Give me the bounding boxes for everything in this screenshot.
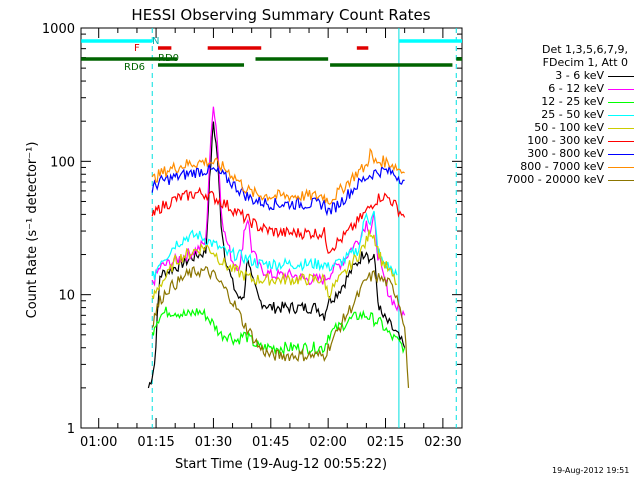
series-line-2 bbox=[151, 306, 406, 356]
legend-swatch bbox=[608, 141, 634, 142]
y-tick-label: 1 bbox=[67, 422, 75, 437]
flag-label-rd6: RD6 bbox=[124, 62, 145, 73]
legend-swatch bbox=[608, 102, 634, 103]
series-line-3 bbox=[151, 210, 398, 280]
legend-header-decimation: FDecim 1, Att 0 bbox=[542, 56, 628, 69]
legend-label: 3 - 6 keV bbox=[555, 69, 604, 82]
series-line-5 bbox=[151, 186, 406, 254]
flag-label-rd0: RD0 bbox=[158, 53, 179, 64]
x-tick-label: 01:15 bbox=[137, 435, 174, 450]
x-tick-label: 01:45 bbox=[252, 435, 289, 450]
legend-entry: 7000 - 20000 keV bbox=[486, 173, 636, 186]
legend-label: 12 - 25 keV bbox=[541, 95, 604, 108]
legend-swatch bbox=[608, 89, 634, 90]
legend-label: 100 - 300 keV bbox=[527, 134, 604, 147]
legend-label: 25 - 50 keV bbox=[541, 108, 604, 121]
legend-label: 300 - 800 keV bbox=[527, 147, 604, 160]
legend-entry: 12 - 25 keV bbox=[486, 95, 636, 108]
legend-entry: 800 - 7000 keV bbox=[486, 160, 636, 173]
x-tick-label: 02:00 bbox=[309, 435, 346, 450]
legend-entry: 300 - 800 keV bbox=[486, 147, 636, 160]
flag-label-n: N bbox=[152, 36, 159, 47]
legend-entry: 50 - 100 keV bbox=[486, 121, 636, 134]
vertical-markers bbox=[151, 28, 457, 428]
legend-entry: 100 - 300 keV bbox=[486, 134, 636, 147]
series-line-4 bbox=[151, 229, 398, 300]
chart-title: HESSI Observing Summary Count Rates bbox=[131, 6, 430, 24]
x-tick-label: 02:15 bbox=[367, 435, 404, 450]
series-line-7 bbox=[151, 147, 405, 205]
axes: 1 10 100 1000 01:00 01:15 01:30 01:45 02:00 02:15… bbox=[42, 22, 463, 450]
x-tick-label: 02:30 bbox=[424, 435, 461, 450]
flag-bars: N F RD0 RD6 bbox=[81, 36, 462, 73]
legend-swatch bbox=[608, 128, 634, 129]
x-axis-label: Start Time (19-Aug-12 00:55:22) bbox=[175, 457, 387, 472]
legend-label: 800 - 7000 keV bbox=[520, 160, 604, 173]
y-axis-label: Count Rate (s⁻¹ detector⁻¹) bbox=[25, 142, 40, 319]
series-line-1 bbox=[151, 106, 406, 319]
legend-label: 7000 - 20000 keV bbox=[506, 173, 604, 186]
x-tick-label: 01:30 bbox=[195, 435, 232, 450]
y-tick-label: 100 bbox=[50, 155, 75, 170]
legend-swatch bbox=[608, 154, 634, 155]
legend-entry: 6 - 12 keV bbox=[486, 82, 636, 95]
series-line-6 bbox=[151, 162, 405, 217]
series-line-8 bbox=[151, 265, 410, 388]
legend-entry: 25 - 50 keV bbox=[486, 108, 636, 121]
legend-swatch bbox=[608, 180, 634, 181]
legend-swatch bbox=[608, 115, 634, 116]
legend-entry: 3 - 6 keV bbox=[486, 69, 636, 82]
y-tick-label: 1000 bbox=[42, 22, 75, 37]
series-layer bbox=[147, 106, 410, 389]
legend-label: 50 - 100 keV bbox=[534, 121, 604, 134]
x-tick-label: 01:00 bbox=[80, 435, 117, 450]
legend-swatch bbox=[608, 167, 634, 168]
legend-swatch bbox=[608, 76, 634, 77]
timestamp: 19-Aug-2012 19:51 bbox=[552, 466, 630, 475]
flag-label-f: F bbox=[134, 43, 140, 54]
legend-header-detectors: Det 1,3,5,6,7,9, bbox=[541, 43, 628, 56]
plot-frame bbox=[80, 27, 463, 429]
legend-label: 6 - 12 keV bbox=[548, 82, 604, 95]
y-tick-label: 10 bbox=[58, 289, 75, 304]
